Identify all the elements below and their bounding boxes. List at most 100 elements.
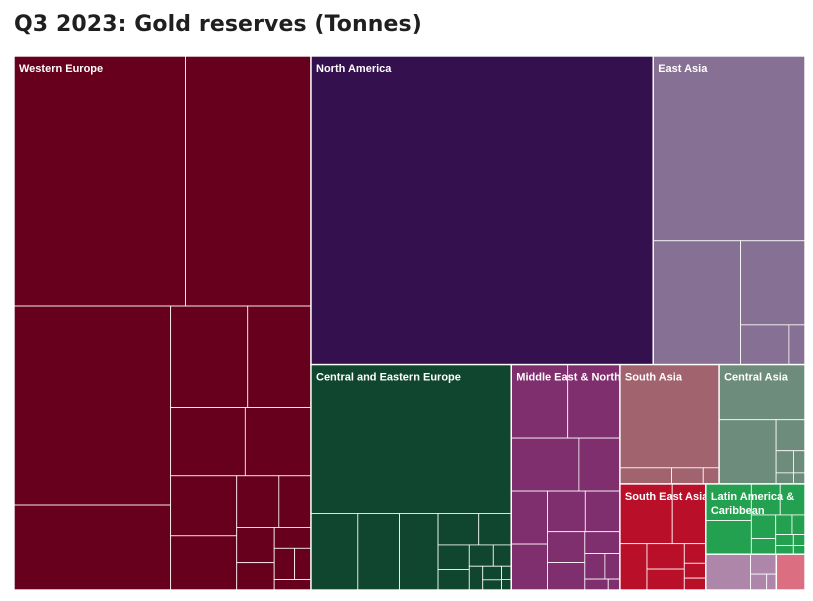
south-asia-cell-2[interactable]	[671, 467, 704, 485]
western-europe-cell-0[interactable]	[13, 55, 186, 307]
central-and-eastern-europe-cell-9[interactable]	[492, 544, 512, 567]
south-east-asia-cell-4[interactable]	[646, 568, 685, 591]
western-europe-cell-13[interactable]	[236, 562, 275, 591]
oceania-outline	[775, 553, 806, 591]
middle-east-and-north-africa-cell-10[interactable]	[584, 531, 621, 554]
western-europe-cell-11[interactable]	[278, 475, 312, 528]
western-europe-cell-16[interactable]	[294, 547, 312, 580]
central-and-eastern-europe-cell-0[interactable]	[310, 364, 512, 514]
sub-saharan-africa-cell-1[interactable]	[750, 553, 777, 575]
central-and-eastern-europe-cell-8[interactable]	[468, 544, 494, 567]
central-asia-cell-1[interactable]	[718, 419, 777, 485]
south-asia-label: South Asia	[625, 372, 683, 384]
south-east-asia-cell-6[interactable]	[683, 562, 707, 579]
western-europe-cell-2[interactable]	[13, 305, 172, 506]
latin-america-and-caribbean-cell-9[interactable]	[775, 545, 794, 555]
central-and-eastern-europe-cell-7[interactable]	[437, 569, 470, 591]
central-and-eastern-europe-cell-12[interactable]	[482, 579, 502, 591]
latin-america-and-caribbean-cell-6[interactable]	[775, 514, 793, 535]
latin-america-and-caribbean-cell-11[interactable]	[792, 545, 806, 555]
east-asia-cell-4[interactable]	[788, 324, 806, 365]
central-and-eastern-europe-cell-4[interactable]	[437, 513, 480, 546]
western-europe-cell-10[interactable]	[236, 475, 280, 528]
region-south-east-asia: South East Asia	[619, 483, 709, 591]
central-asia-label-line-0: Central Asia	[724, 372, 789, 384]
central-and-eastern-europe-cell-10[interactable]	[468, 565, 484, 591]
region-oceania	[775, 553, 806, 591]
western-europe-cell-15[interactable]	[273, 547, 296, 580]
middle-east-and-north-africa-cell-13[interactable]	[584, 578, 609, 591]
middle-east-and-north-africa-cell-9[interactable]	[547, 562, 586, 591]
east-asia-cell-3[interactable]	[740, 324, 790, 365]
western-europe-cell-1[interactable]	[185, 55, 312, 307]
central-asia-cell-2[interactable]	[775, 419, 806, 452]
east-asia-label: East Asia	[658, 63, 708, 75]
western-europe-cell-9[interactable]	[170, 535, 238, 591]
south-east-asia-cell-1[interactable]	[671, 483, 707, 545]
latin-america-and-caribbean-cell-5[interactable]	[750, 538, 777, 555]
western-europe-cell-6[interactable]	[170, 407, 246, 477]
south-asia-cell-1[interactable]	[619, 467, 672, 485]
western-europe-cell-5[interactable]	[247, 305, 312, 408]
east-asia-cell-1[interactable]	[652, 240, 742, 365]
middle-east-and-north-africa-cell-5[interactable]	[510, 543, 548, 591]
east-asia-cell-2[interactable]	[740, 240, 806, 326]
western-europe-cell-17[interactable]	[273, 579, 312, 591]
middle-east-and-north-africa-cell-8[interactable]	[547, 531, 586, 563]
latin-america-and-caribbean-cell-1[interactable]	[705, 520, 752, 555]
north-america-label-line-0: North America	[316, 63, 392, 75]
central-and-eastern-europe-cell-6[interactable]	[437, 544, 470, 570]
central-asia-label: Central Asia	[724, 372, 789, 384]
south-east-asia-cell-7[interactable]	[683, 577, 707, 591]
sub-saharan-africa-cell-0[interactable]	[705, 553, 751, 591]
western-europe-cell-3[interactable]	[13, 504, 172, 591]
middle-east-and-north-africa-cell-14[interactable]	[607, 578, 621, 591]
south-east-asia-cell-3[interactable]	[646, 543, 685, 570]
region-east-asia: East Asia	[652, 55, 806, 366]
central-asia-cell-6[interactable]	[793, 472, 806, 485]
south-east-asia-cell-2[interactable]	[619, 543, 648, 591]
region-central-asia: Central Asia	[718, 363, 806, 485]
latin-america-and-caribbean-cell-7[interactable]	[791, 514, 806, 535]
sub-saharan-africa-cell-3[interactable]	[766, 573, 777, 591]
sub-saharan-africa-cell-2[interactable]	[750, 573, 768, 591]
latin-america-and-caribbean-cell-4[interactable]	[750, 514, 777, 539]
middle-east-and-north-africa-cell-2[interactable]	[510, 437, 580, 492]
western-europe-cell-14[interactable]	[273, 527, 312, 549]
region-western-europe: Western Europe	[13, 55, 312, 591]
south-east-asia-cell-0[interactable]	[619, 483, 673, 545]
central-and-eastern-europe-cell-3[interactable]	[399, 513, 439, 591]
western-europe-cell-12[interactable]	[236, 527, 275, 564]
central-and-eastern-europe-cell-13[interactable]	[501, 565, 512, 580]
middle-east-and-north-africa-cell-7[interactable]	[584, 490, 621, 533]
western-europe-cell-8[interactable]	[170, 475, 238, 537]
latin-america-and-caribbean-label: Latin America & Caribbean	[711, 491, 794, 517]
middle-east-and-north-africa-cell-1[interactable]	[567, 364, 621, 439]
central-and-eastern-europe-cell-14[interactable]	[501, 579, 512, 591]
latin-america-and-caribbean-cell-10[interactable]	[792, 534, 806, 546]
western-europe-cell-7[interactable]	[244, 407, 312, 477]
middle-east-and-north-africa-cell-11[interactable]	[584, 553, 606, 580]
middle-east-and-north-africa-cell-4[interactable]	[510, 490, 548, 545]
region-central-and-eastern-europe: Central and Eastern Europe	[310, 363, 512, 591]
central-and-eastern-europe-cell-5[interactable]	[478, 513, 512, 546]
central-asia-cell-5[interactable]	[775, 472, 794, 485]
east-asia-cell-0[interactable]	[652, 55, 806, 242]
latin-america-and-caribbean-label-line-1: Caribbean	[711, 505, 765, 517]
central-and-eastern-europe-cell-11[interactable]	[482, 565, 502, 581]
middle-east-and-north-africa-cell-3[interactable]	[578, 437, 621, 492]
central-and-eastern-europe-cell-2[interactable]	[357, 513, 401, 591]
central-asia-cell-3[interactable]	[775, 450, 794, 474]
middle-east-and-north-africa-cell-6[interactable]	[547, 490, 586, 533]
western-europe-label: Western Europe	[19, 63, 103, 75]
central-and-eastern-europe-cell-1[interactable]	[310, 513, 359, 591]
south-asia-cell-3[interactable]	[702, 467, 720, 485]
north-america-cell-0[interactable]	[310, 55, 654, 365]
western-europe-cell-4[interactable]	[170, 305, 249, 408]
middle-east-and-north-africa-cell-12[interactable]	[604, 553, 621, 580]
latin-america-and-caribbean-cell-8[interactable]	[775, 534, 794, 546]
central-asia-cell-4[interactable]	[793, 450, 806, 474]
south-east-asia-cell-5[interactable]	[683, 543, 707, 564]
oceania-cell-0[interactable]	[775, 553, 806, 591]
central-and-eastern-europe-label: Central and Eastern Europe	[316, 372, 461, 384]
